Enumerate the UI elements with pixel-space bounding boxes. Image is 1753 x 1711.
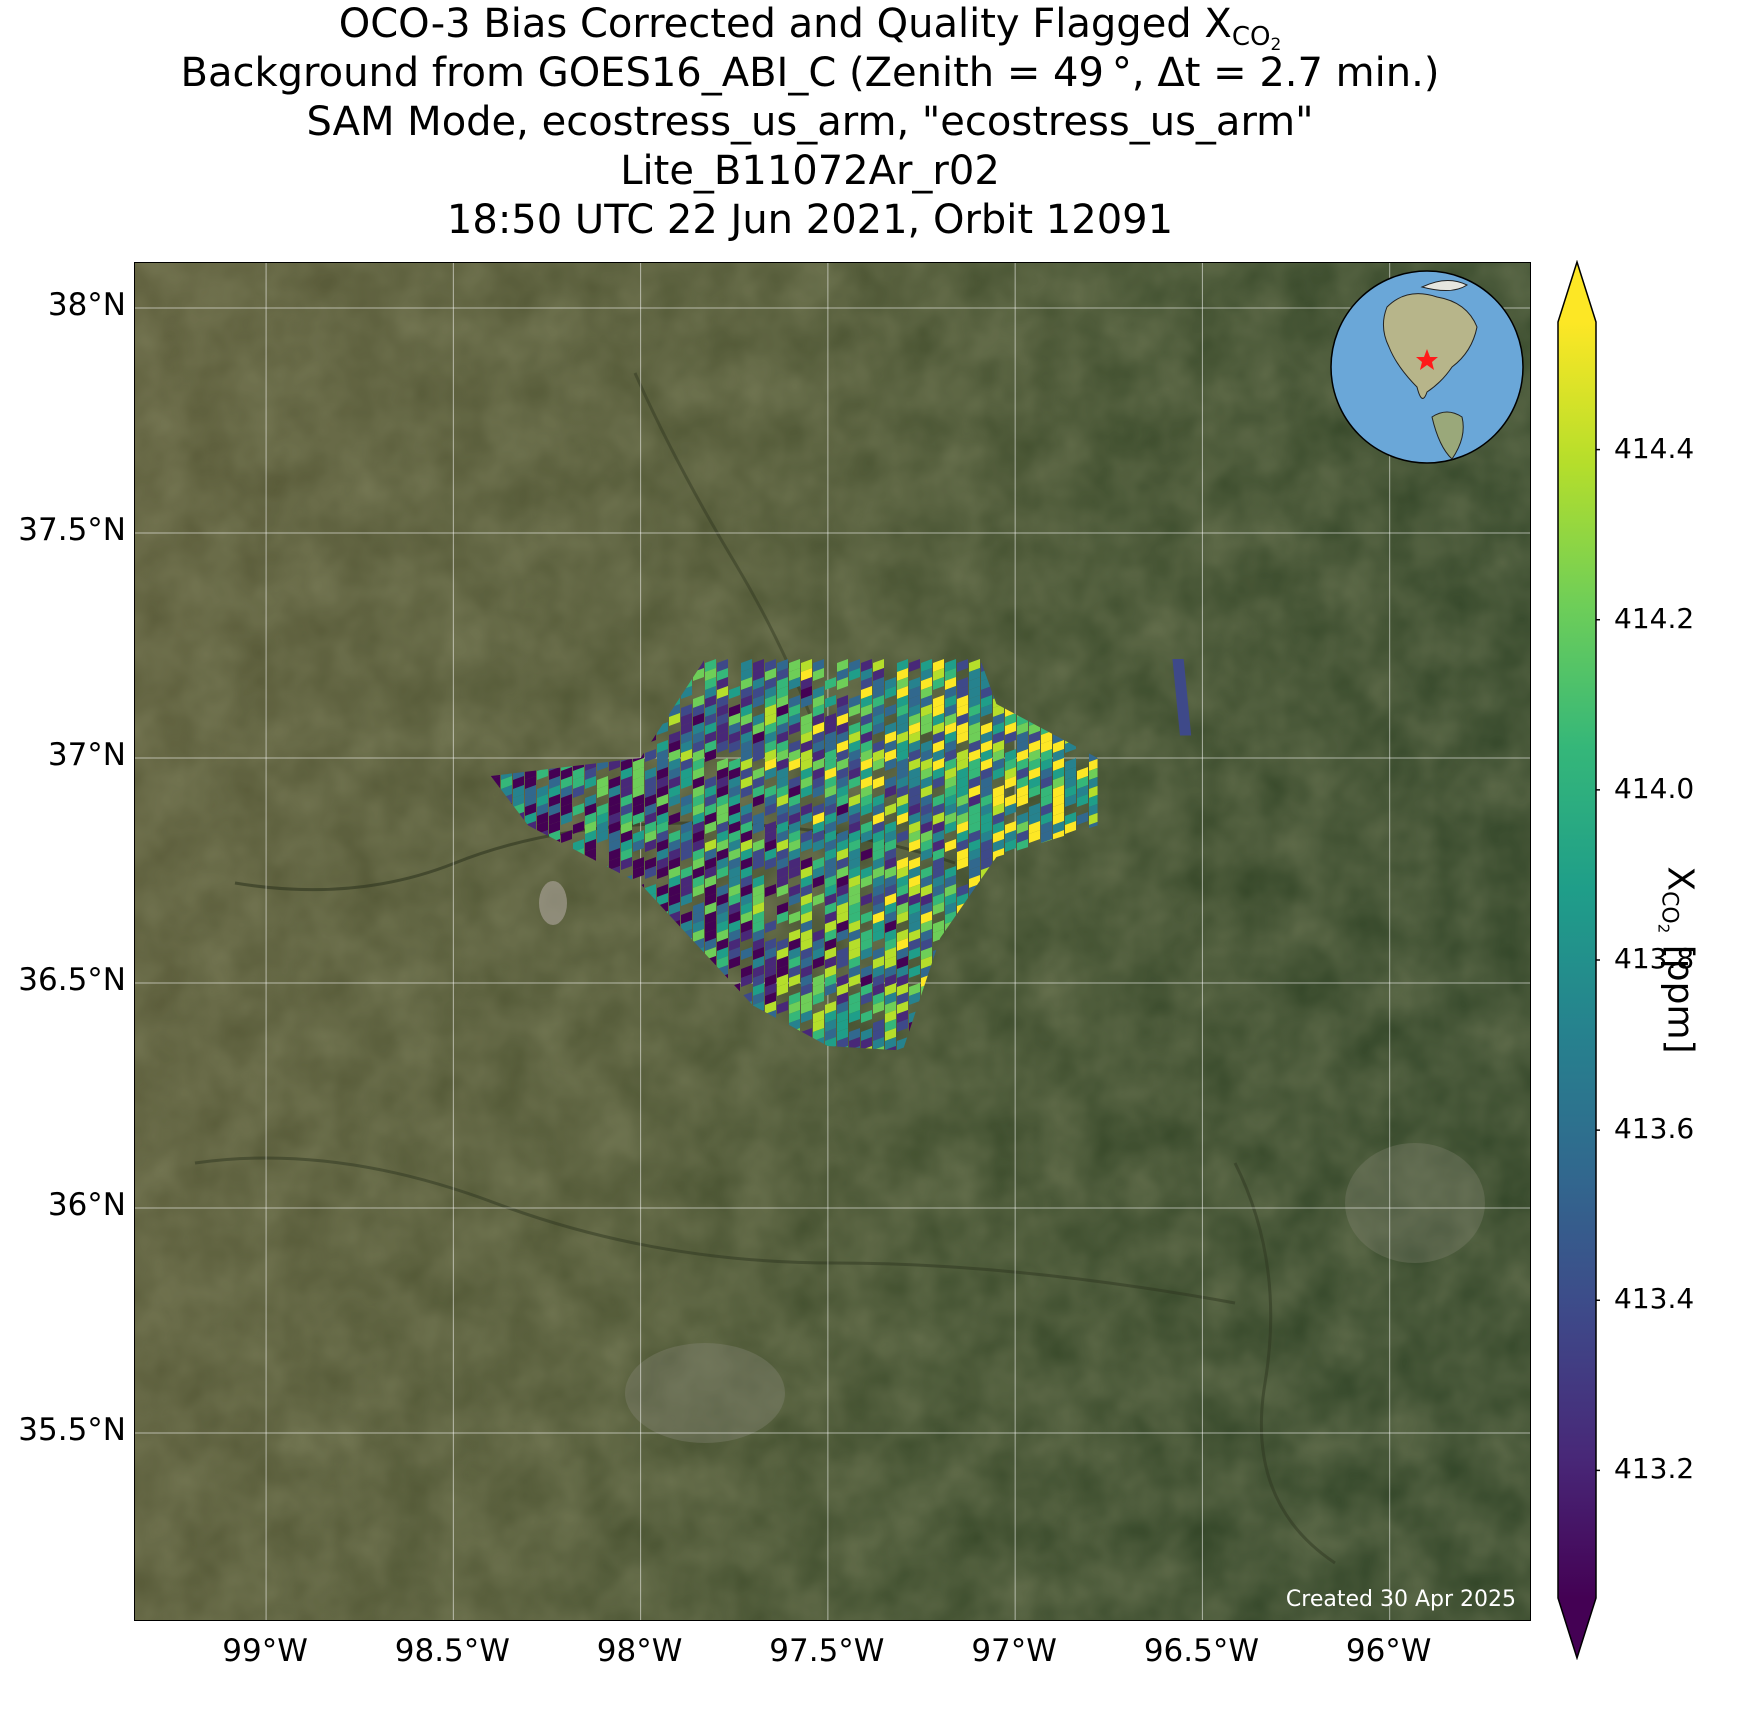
colorbar-tick-label: 413.6: [1614, 1112, 1695, 1146]
lon-tick-label: 96°W: [1345, 1633, 1432, 1669]
colorbar-tick-label: 414.0: [1614, 771, 1695, 805]
title-line-5: 18:50 UTC 22 Jun 2021, Orbit 12091: [446, 197, 1174, 243]
graticule: [135, 263, 1530, 1620]
lat-tick-label: 37.5°N: [18, 512, 126, 548]
target-star-icon: [1416, 349, 1438, 370]
colorbar-tick-label: 414.2: [1614, 601, 1695, 635]
colorbar-tick-label: 413.2: [1614, 1452, 1695, 1486]
figure-title: OCO-3 Bias Corrected and Quality Flagged…: [0, 0, 1620, 245]
colorbar-tick-label: 413.4: [1614, 1282, 1695, 1316]
lat-tick-label: 36°N: [47, 1187, 126, 1223]
title-line-2: Background from GOES16_ABI_C (Zenith = 4…: [180, 50, 1440, 96]
title-line-4: Lite_B11072Ar_r02: [620, 148, 1000, 194]
lat-tick-label: 38°N: [47, 287, 126, 323]
title-line-3: SAM Mode, ecostress_us_arm, "ecostress_u…: [306, 99, 1314, 145]
lon-tick-label: 98.5°W: [394, 1633, 510, 1669]
colorbar-label: XCO2 [ppm]: [1654, 866, 1701, 1054]
satellite-background: [135, 263, 1530, 1620]
isolated-soundings: [1172, 659, 1192, 736]
lon-tick-label: 97°W: [971, 1633, 1057, 1669]
created-label: Created 30 Apr 2025: [1285, 1587, 1516, 1612]
lat-tick-label: 36.5°N: [18, 962, 126, 998]
lat-tick-label: 37°N: [47, 737, 126, 773]
colorbar-tick-label: 414.4: [1614, 431, 1695, 465]
lon-tick-label: 97.5°W: [769, 1633, 885, 1669]
colorbar-tick-label: 413.8: [1614, 942, 1695, 975]
map-panel[interactable]: Created 30 Apr 2025: [134, 262, 1531, 1621]
globe-inset: [1330, 270, 1524, 464]
lon-tick-label: 98°W: [596, 1633, 683, 1669]
lon-tick-label: 96.5°W: [1143, 1633, 1259, 1669]
lon-tick-label: 99°W: [222, 1633, 308, 1669]
title-line-1: OCO-3 Bias Corrected and Quality Flagged…: [338, 1, 1282, 55]
colorbar: [1557, 260, 1600, 1660]
lat-tick-label: 35.5°N: [18, 1412, 126, 1448]
